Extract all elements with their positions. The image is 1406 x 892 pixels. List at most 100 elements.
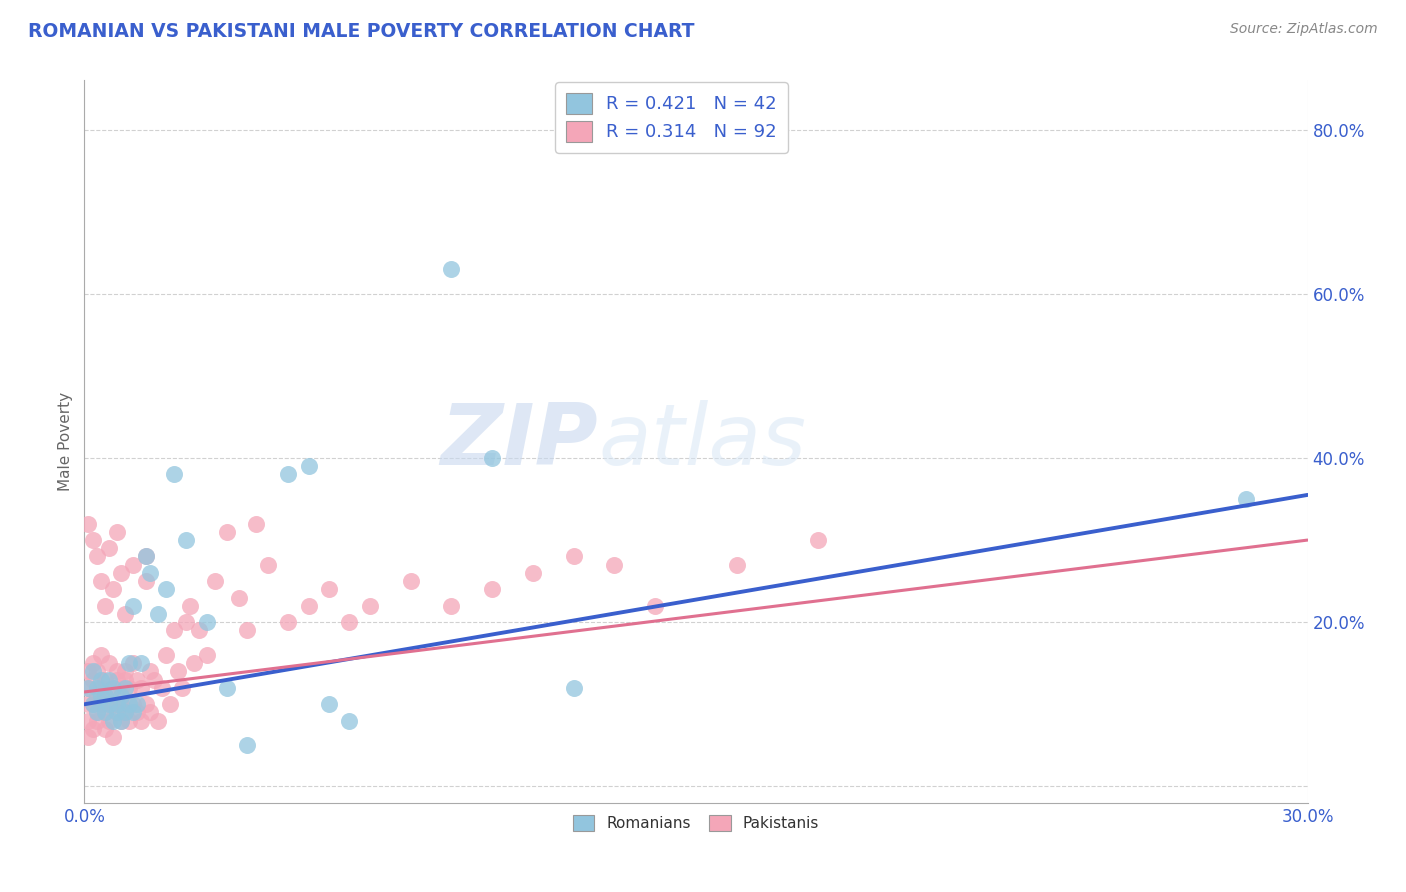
Point (318, 582, 340, 597)
Point (97, 541, 120, 556)
Text: ROMANIAN VS PAKISTANI MALE POVERTY CORRELATION CHART: ROMANIAN VS PAKISTANI MALE POVERTY CORRE… (28, 22, 695, 41)
Point (110, 566, 132, 580)
Point (105, 673, 128, 687)
Point (155, 648, 177, 662)
Point (101, 714, 124, 728)
Point (86, 665, 108, 679)
Point (77, 681, 100, 695)
Point (150, 681, 173, 695)
Point (122, 657, 145, 671)
Point (93, 722, 115, 736)
Point (110, 714, 132, 728)
Point (257, 558, 280, 572)
Point (131, 714, 153, 728)
Point (77, 698, 100, 712)
Point (122, 698, 145, 712)
Point (90, 698, 112, 712)
Point (183, 657, 205, 671)
Point (110, 698, 132, 712)
Point (163, 467, 186, 482)
Point (127, 706, 149, 720)
Point (114, 706, 136, 720)
Point (114, 607, 136, 621)
Point (101, 681, 124, 695)
Point (236, 624, 259, 638)
Point (105, 665, 128, 679)
Point (118, 698, 141, 712)
Point (82, 665, 104, 679)
Point (131, 657, 153, 671)
Point (174, 615, 197, 630)
Point (82, 698, 104, 712)
Point (807, 533, 830, 547)
Point (97, 673, 120, 687)
Point (110, 714, 132, 728)
Point (146, 607, 169, 621)
Point (217, 524, 239, 539)
Point (101, 698, 124, 712)
Point (277, 615, 299, 630)
Point (77, 730, 100, 744)
Point (114, 681, 136, 695)
Point (562, 681, 585, 695)
Point (163, 624, 186, 638)
Point (86, 706, 108, 720)
Point (114, 665, 136, 679)
Point (97, 698, 120, 712)
Point (114, 673, 136, 687)
Point (399, 574, 422, 588)
Point (118, 714, 141, 728)
Point (481, 450, 503, 465)
Point (97, 657, 120, 671)
Point (481, 582, 503, 597)
Point (187, 624, 209, 638)
Point (86, 549, 108, 564)
Point (93, 689, 115, 703)
Point (105, 698, 128, 712)
Point (86, 689, 108, 703)
Point (82, 698, 104, 712)
Point (93, 706, 115, 720)
Point (110, 681, 132, 695)
Point (86, 714, 108, 728)
Text: Source: ZipAtlas.com: Source: ZipAtlas.com (1230, 22, 1378, 37)
Point (90, 689, 112, 703)
Point (298, 459, 321, 474)
Point (359, 599, 381, 613)
Point (228, 591, 250, 605)
Point (339, 615, 361, 630)
Point (77, 516, 100, 531)
Point (90, 681, 112, 695)
Point (77, 681, 100, 695)
Point (122, 706, 145, 720)
Point (97, 698, 120, 712)
Point (86, 706, 108, 720)
Point (440, 599, 463, 613)
Point (127, 698, 149, 712)
Point (138, 566, 160, 580)
Point (138, 706, 160, 720)
Point (122, 599, 145, 613)
Point (142, 673, 165, 687)
Point (77, 665, 100, 679)
Point (82, 657, 104, 671)
Point (644, 599, 666, 613)
Point (97, 714, 120, 728)
Point (86, 681, 108, 695)
Point (277, 467, 299, 482)
Point (179, 599, 201, 613)
Point (159, 698, 181, 712)
Point (135, 574, 157, 588)
Point (204, 574, 226, 588)
Point (131, 681, 153, 695)
Point (90, 648, 112, 662)
Text: atlas: atlas (598, 400, 806, 483)
Point (135, 698, 157, 712)
Point (236, 739, 259, 753)
Point (93, 599, 115, 613)
Point (298, 599, 321, 613)
Point (562, 549, 585, 564)
Point (101, 582, 124, 597)
Point (174, 533, 197, 547)
Point (105, 706, 128, 720)
